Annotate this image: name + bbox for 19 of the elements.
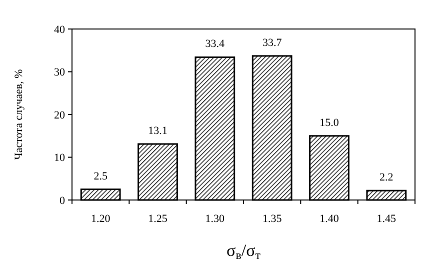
x-tick-label: 1.25 <box>148 213 168 225</box>
x-tick-label: 1.30 <box>205 213 226 225</box>
data-label: 33.4 <box>205 38 226 50</box>
y-tick-label: 20 <box>54 109 66 122</box>
data-label: 2.5 <box>94 170 108 182</box>
y-tick-label: 10 <box>54 152 66 164</box>
data-label: 15.0 <box>320 116 340 129</box>
y-tick-label: 30 <box>54 66 66 79</box>
y-axis-title: Частота случаев, % <box>13 69 25 160</box>
data-label: 33.7 <box>262 36 282 49</box>
x-tick-label: 1.40 <box>320 213 340 225</box>
x-tick-label: 1.45 <box>376 213 397 225</box>
x-tick-label: 1.35 <box>262 213 282 225</box>
x-tick-label: 1.20 <box>90 213 111 225</box>
y-tick-label: 0 <box>60 194 66 207</box>
data-label: 13.1 <box>148 124 168 137</box>
data-label: 2.2 <box>380 172 394 184</box>
y-tick-label: 40 <box>54 24 66 36</box>
x-axis-title: σ$_{в}$/σ$_{т}$ <box>226 241 262 262</box>
